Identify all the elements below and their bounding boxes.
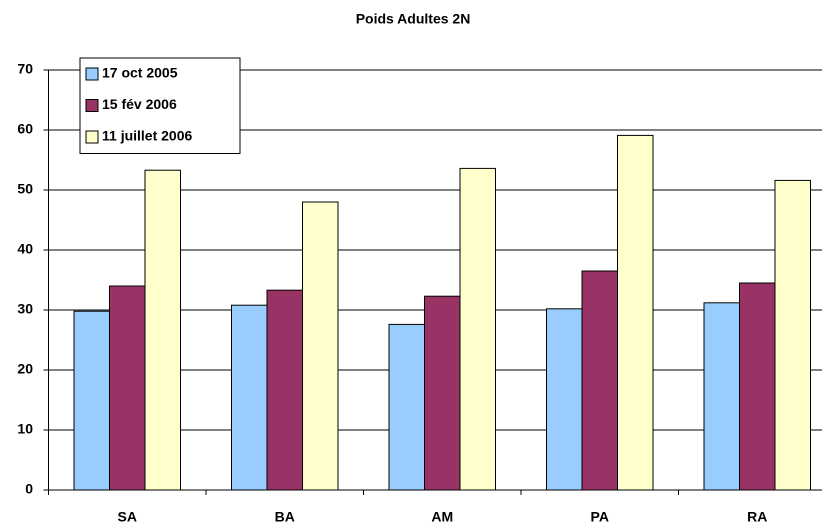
legend-label: 11 juillet 2006: [102, 128, 192, 144]
x-tick-label: RA: [747, 509, 767, 525]
legend-label: 17 oct 2005: [102, 65, 178, 81]
bar: [73, 310, 110, 491]
bar: [424, 295, 461, 491]
y-tick-label: 50: [17, 181, 33, 197]
y-tick-label: 70: [17, 61, 33, 77]
bar: [739, 282, 776, 491]
legend-box: [79, 57, 241, 154]
y-tick-label: 30: [17, 301, 33, 317]
bar: [459, 167, 496, 491]
chart-title: Poids Adultes 2N: [356, 11, 471, 27]
bar: [231, 304, 268, 491]
bar: [266, 289, 303, 491]
bar: [109, 285, 146, 491]
y-tick-label: 0: [25, 481, 33, 497]
legend-swatch: [85, 67, 99, 81]
y-tick-label: 60: [17, 121, 33, 137]
bar: [546, 308, 583, 491]
bar: [144, 169, 181, 491]
legend-swatch: [85, 130, 99, 144]
x-tick-label: BA: [275, 509, 295, 525]
x-tick-label: AM: [431, 509, 453, 525]
y-tick-label: 10: [17, 421, 33, 437]
legend-label: 15 fév 2006: [102, 96, 177, 112]
bar: [703, 302, 740, 491]
y-tick-label: 40: [17, 241, 33, 257]
bar: [774, 179, 811, 491]
bar: [617, 134, 654, 491]
y-tick-label: 20: [17, 361, 33, 377]
legend-swatch: [85, 99, 99, 112]
x-tick-label: SA: [118, 509, 137, 525]
bar: [388, 323, 425, 491]
bar: [302, 201, 339, 491]
bar: [581, 270, 618, 491]
x-tick-label: PA: [591, 509, 609, 525]
